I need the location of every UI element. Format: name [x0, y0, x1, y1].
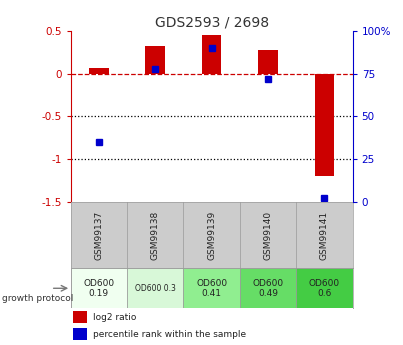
- Text: percentile rank within the sample: percentile rank within the sample: [93, 330, 246, 339]
- Text: log2 ratio: log2 ratio: [93, 313, 137, 322]
- Bar: [315, 74, 334, 176]
- Bar: [145, 46, 165, 74]
- Bar: [183, 268, 240, 308]
- Bar: [73, 328, 87, 340]
- Text: growth protocol: growth protocol: [2, 294, 73, 303]
- Bar: [240, 268, 296, 308]
- Bar: [202, 35, 222, 74]
- Bar: [71, 268, 127, 308]
- Bar: [296, 268, 353, 308]
- Bar: [89, 68, 108, 74]
- Text: OD600
0.41: OD600 0.41: [196, 278, 227, 298]
- Text: OD600 0.3: OD600 0.3: [135, 284, 176, 293]
- Bar: [73, 312, 87, 323]
- Text: OD600
0.6: OD600 0.6: [309, 278, 340, 298]
- Text: GSM99137: GSM99137: [94, 210, 103, 260]
- Text: GSM99139: GSM99139: [207, 210, 216, 260]
- Title: GDS2593 / 2698: GDS2593 / 2698: [154, 16, 269, 30]
- Text: GSM99138: GSM99138: [151, 210, 160, 260]
- Text: OD600
0.49: OD600 0.49: [252, 278, 284, 298]
- Text: GSM99141: GSM99141: [320, 210, 329, 259]
- Bar: [127, 268, 183, 308]
- Text: OD600
0.19: OD600 0.19: [83, 278, 114, 298]
- Text: GSM99140: GSM99140: [264, 210, 272, 259]
- Bar: [258, 50, 278, 74]
